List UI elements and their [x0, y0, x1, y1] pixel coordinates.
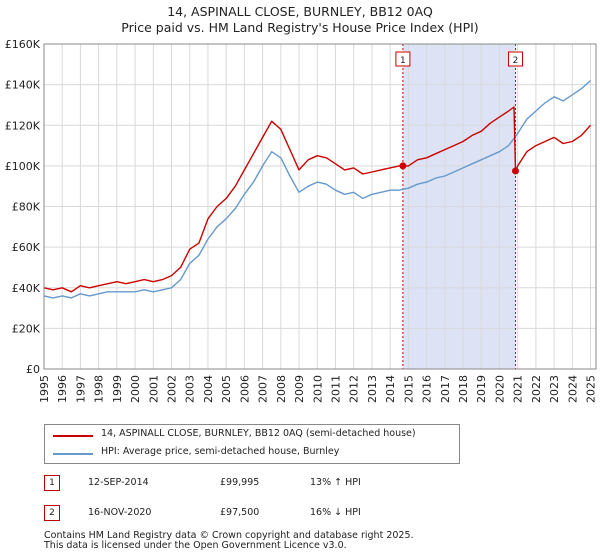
x-tick-label: 1997 [74, 375, 87, 403]
footer-line-1: Contains HM Land Registry data © Crown c… [44, 530, 414, 541]
y-tick-label: £100K [5, 160, 41, 173]
x-tick-label: 2008 [275, 375, 288, 403]
x-tick-label: 1995 [38, 375, 51, 403]
sale-marker-label: 2 [513, 56, 519, 66]
x-tick-label: 2003 [184, 375, 197, 403]
sale-marker-box [395, 51, 411, 67]
x-tick-label: 2017 [439, 375, 452, 403]
y-tick-label: £60K [12, 241, 41, 254]
x-tick-label: 2004 [202, 375, 215, 403]
sale-price: £99,995 [220, 477, 260, 488]
sales-table: 1 12-SEP-2014 £99,995 13% ↑ HPI 2 16-NOV… [44, 474, 564, 534]
x-tick-label: 2000 [129, 375, 142, 403]
x-tick-label: 2010 [311, 375, 324, 403]
x-tick-label: 2012 [348, 375, 361, 403]
legend-swatch-hpi [53, 453, 93, 455]
x-tick-label: 2015 [402, 375, 415, 403]
sale-marker-box [507, 51, 523, 67]
x-tick-label: 2019 [475, 375, 488, 403]
legend: 14, ASPINALL CLOSE, BURNLEY, BB12 0AQ (s… [44, 424, 460, 464]
sale-number-badge: 2 [44, 505, 60, 521]
x-tick-label: 2005 [220, 375, 233, 403]
plot-frame [43, 43, 597, 370]
series-line-property [43, 106, 592, 293]
x-tick-label: 2007 [257, 375, 270, 403]
sale-row: 1 12-SEP-2014 £99,995 13% ↑ HPI [44, 474, 564, 504]
sale-hpi-change: 13% ↑ HPI [310, 477, 361, 488]
sale-marker-label: 1 [400, 56, 406, 66]
x-tick-label: 2014 [384, 375, 397, 403]
legend-swatch-property [53, 435, 93, 437]
x-tick-label: 2013 [366, 375, 379, 403]
x-tick-label: 2001 [147, 375, 160, 403]
y-tick-label: £40K [12, 282, 41, 295]
x-tick-label: 1998 [93, 375, 106, 403]
y-tick-label: £0 [26, 363, 40, 376]
sale-date: 12-SEP-2014 [88, 477, 149, 488]
sale-point [399, 162, 407, 170]
x-tick-label: 1996 [56, 375, 69, 403]
y-tick-label: £120K [5, 119, 41, 132]
footer-attribution: Contains HM Land Registry data © Crown c… [44, 531, 414, 551]
sale-point [511, 167, 519, 175]
sale-date: 16-NOV-2020 [88, 507, 152, 518]
x-tick-label: 2023 [548, 375, 561, 403]
sale-row: 2 16-NOV-2020 £97,500 16% ↓ HPI [44, 504, 564, 534]
y-tick-label: £140K [5, 79, 41, 92]
x-tick-label: 2020 [493, 375, 506, 403]
sale-hpi-change: 16% ↓ HPI [310, 507, 361, 518]
x-tick-label: 2022 [530, 375, 543, 403]
y-tick-label: £80K [12, 201, 41, 214]
price-chart: £0 £20K £40K £60K £80K £100K £120K £140K £160K 19… [5, 38, 598, 403]
x-tick-label: 2002 [166, 375, 179, 403]
chart-subtitle: Price paid vs. HM Land Registry's House … [121, 20, 479, 35]
y-tick-label: £160K [5, 38, 41, 51]
x-tick-label: 2006 [238, 375, 251, 403]
x-tick-label: 2018 [457, 375, 470, 403]
x-tick-label: 2021 [512, 375, 525, 403]
legend-label-hpi: HPI: Average price, semi-detached house,… [101, 446, 340, 457]
sale-number-badge: 1 [44, 475, 60, 491]
x-tick-label: 2024 [566, 375, 579, 403]
chart-title: 14, ASPINALL CLOSE, BURNLEY, BB12 0AQ [167, 4, 433, 19]
x-tick-label: 1999 [111, 375, 124, 403]
legend-label-property: 14, ASPINALL CLOSE, BURNLEY, BB12 0AQ (s… [101, 428, 416, 439]
sale-price: £97,500 [220, 507, 260, 518]
x-tick-label: 2009 [293, 375, 306, 403]
series-line-hpi [43, 80, 591, 299]
x-tick-label: 2011 [329, 375, 342, 403]
x-tick-label: 2016 [421, 375, 434, 403]
footer-line-2: This data is licensed under the Open Gov… [44, 540, 347, 551]
y-tick-label: £20K [12, 322, 41, 335]
x-tick-label: 2025 [585, 375, 598, 403]
